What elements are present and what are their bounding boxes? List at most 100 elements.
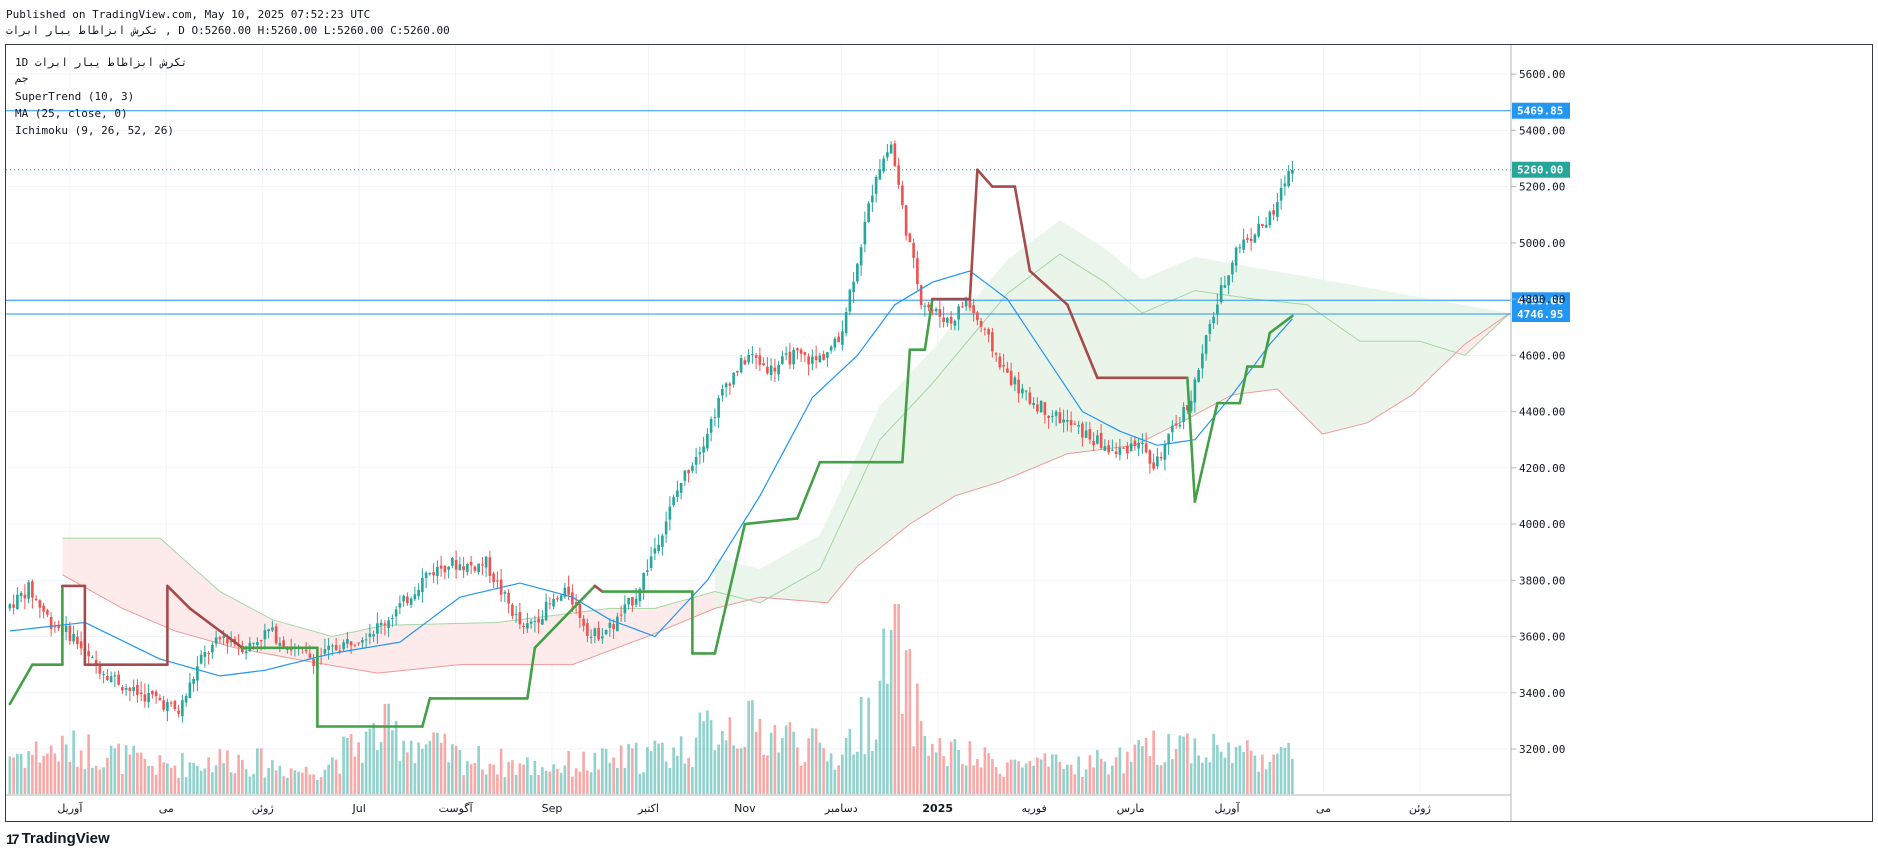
candle-body [1208,324,1212,334]
volume-bar [199,770,203,794]
candle-body [364,639,368,641]
candle-body [109,676,113,683]
legend-ichimoku[interactable]: Ichimoku (9, 26, 52, 26) [15,124,174,137]
volume-bar [953,738,957,794]
candle-body [151,690,154,695]
volume-bar [563,765,567,794]
x-tick-label: اكتبر [637,802,659,815]
candle-body [1118,447,1122,455]
volume-bar [1201,762,1204,794]
volume-bar [83,769,87,794]
candle-body [113,675,117,677]
volume-bar [1002,776,1005,794]
candle-body [852,281,855,293]
volume-bar [1212,733,1215,794]
candle-body [473,566,477,571]
volume-bar [706,710,709,794]
candle-body [541,618,544,625]
y-tick-label: 3600.00 [1519,631,1565,644]
candle-body [769,365,773,375]
candle-body [949,316,953,324]
ohlc-summary: تكرش ابزاطاط يبار ابرات , D O:5260.00 H:… [6,24,450,37]
price-label-bg [1512,292,1570,309]
chart-frame[interactable]: 5469.85 4795.66 4746.95 5260.00 3200.00 3400… [5,44,1873,822]
volume-bar [304,766,308,794]
candle-body [556,598,559,600]
candle-body [289,647,293,651]
candle-body [94,659,98,665]
volume-bar [402,740,405,794]
candle-body [638,588,642,602]
candle-body [53,626,57,628]
price-label: 4746.95 [1517,308,1563,321]
volume-bar [1204,757,1208,794]
candle-body [1283,183,1287,187]
supertrend-segment [1193,401,1219,503]
candle-body [739,358,743,373]
supertrend-segment [713,522,747,655]
volume-bar [64,744,68,794]
volume-bar [739,748,743,794]
supertrend-segment [421,697,432,728]
candle-body [1039,400,1043,413]
candle-body [604,630,608,635]
candle-body [537,618,540,623]
volume-bar [1242,751,1245,794]
y-tick-label: 3800.00 [1519,574,1565,587]
volume-bar [383,703,387,794]
volume-bar [769,732,773,794]
volume-bar [1234,746,1238,794]
candle-body [68,625,72,641]
volume-bar [1073,774,1077,794]
candle-body [143,694,147,702]
candle-body [717,398,720,418]
candle-body [421,577,424,593]
volume-bar [27,750,30,794]
candle-body [188,682,192,699]
volume-bar [1133,744,1137,794]
candle-body [724,383,728,388]
x-tick-label: ژوئن [252,802,274,815]
legend-supertrend[interactable]: SuperTrend (10, 3) [15,90,135,103]
volume-bar [961,764,964,794]
volume-bar [454,745,458,794]
volume-bar [556,768,559,794]
candle-body [1186,405,1189,411]
candle-body [1268,211,1272,226]
candle-body [1006,368,1009,373]
x-tick-label: ژوئن [1409,802,1431,815]
x-tick-label: دسامبر [824,802,858,815]
volume-bar [533,760,537,794]
candle-body [754,355,758,358]
volume-bar [589,772,593,794]
volume-bar [106,757,109,794]
y-tick-label: 5000.00 [1519,237,1565,250]
volume-bar [777,752,780,794]
volume-bar [1152,730,1155,794]
legend-symbol[interactable]: 1D تكرش ابزاطاط يبار ابرات [15,56,188,69]
volume-bar [1272,754,1275,794]
volume-bar [1174,748,1178,794]
footer-brand[interactable]: 17 TradingView [6,830,110,847]
candle-body [229,640,233,642]
volume-bar [503,777,507,794]
volume-bar [214,765,218,794]
legend-ma[interactable]: MA (25, close, 0) [15,107,128,120]
volume-bar [938,738,942,794]
candle-body [1148,450,1152,464]
candle-body [181,700,184,717]
candle-body [766,366,769,374]
volume-bar [957,749,960,794]
candle-body [1013,377,1017,385]
volume-bar [218,749,222,794]
candle-body [919,285,923,306]
volume-bar [1122,773,1125,794]
volume-bar [387,703,390,794]
volume-bar [406,752,409,794]
candle-body [1054,411,1058,416]
candles [8,140,1294,723]
volume-bar [252,773,255,794]
volume-bar [271,760,274,794]
volume-bar [694,737,698,794]
